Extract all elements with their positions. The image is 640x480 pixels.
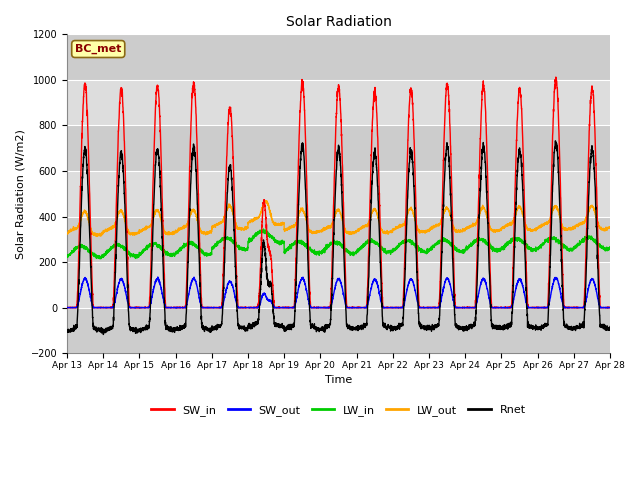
Legend: SW_in, SW_out, LW_in, LW_out, Rnet: SW_in, SW_out, LW_in, LW_out, Rnet bbox=[147, 400, 530, 420]
Text: BC_met: BC_met bbox=[75, 44, 122, 54]
Bar bbox=[67, 171, 610, 216]
Bar bbox=[67, 80, 610, 125]
Y-axis label: Solar Radiation (W/m2): Solar Radiation (W/m2) bbox=[15, 129, 25, 259]
Bar bbox=[67, 262, 610, 308]
Bar bbox=[67, 125, 610, 171]
Bar bbox=[67, 35, 610, 80]
Bar bbox=[67, 308, 610, 353]
X-axis label: Time: Time bbox=[325, 375, 352, 385]
Title: Solar Radiation: Solar Radiation bbox=[285, 15, 392, 29]
Bar bbox=[67, 216, 610, 262]
